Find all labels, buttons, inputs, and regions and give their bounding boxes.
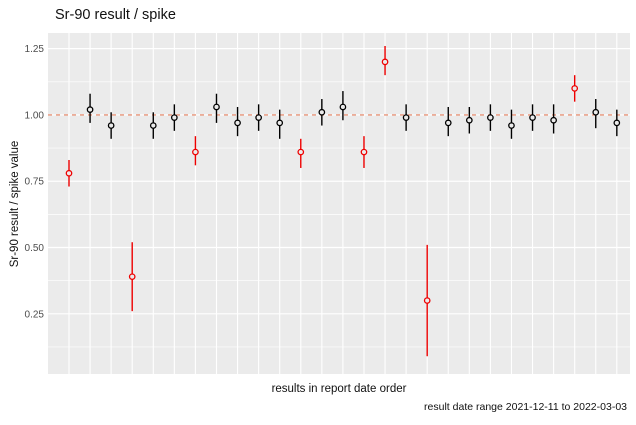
data-point [107, 122, 115, 129]
data-point [149, 122, 157, 129]
data-point-flagged [423, 297, 431, 304]
data-point-flagged [128, 273, 136, 281]
data-point-flagged [297, 148, 305, 156]
y-tick-label: 1.25 [25, 44, 45, 55]
data-point [592, 108, 600, 116]
data-point [487, 114, 494, 121]
caption-date-range: result date range 2021-12-11 to 2022-03-… [424, 401, 627, 413]
data-point [339, 103, 347, 111]
y-tick-label: 1.00 [25, 110, 45, 121]
y-axis-title: Sr-90 result / spike value [9, 140, 21, 268]
data-point-flagged [192, 148, 199, 156]
data-point [613, 119, 621, 127]
data-point-flagged [360, 148, 368, 156]
data-point [234, 119, 241, 127]
data-point-flagged [65, 169, 73, 177]
data-point-flagged [381, 58, 389, 66]
x-axis-title: results in report date order [271, 383, 407, 395]
y-tick-label: 0.75 [25, 177, 45, 188]
data-point [550, 116, 557, 124]
data-point [508, 122, 515, 129]
data-point [402, 114, 410, 121]
data-point [213, 103, 220, 111]
data-point [171, 114, 178, 121]
data-point [86, 106, 94, 113]
y-tick-label: 0.50 [25, 243, 45, 254]
y-tick-label: 0.25 [25, 309, 45, 320]
data-point [318, 108, 326, 116]
chart-title: Sr-90 result / spike [55, 7, 176, 23]
data-point [276, 119, 284, 127]
data-point [529, 114, 536, 121]
data-point [444, 119, 452, 127]
data-point [465, 116, 473, 124]
data-point-flagged [571, 85, 579, 92]
data-point [255, 114, 262, 121]
